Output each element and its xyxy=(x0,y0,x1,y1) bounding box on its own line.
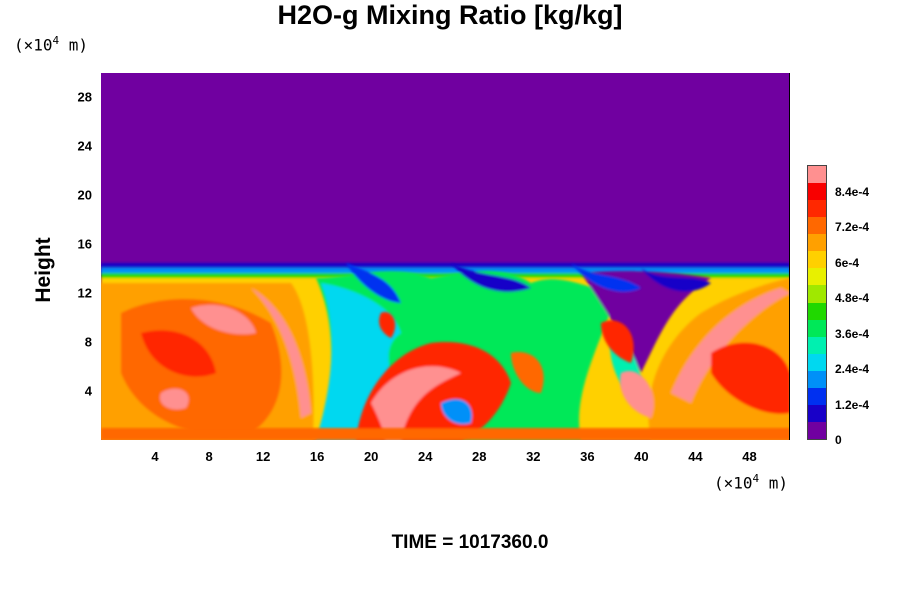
y-tick-label: 12 xyxy=(77,285,92,301)
y-tick-label: 20 xyxy=(77,187,92,203)
x-tick-label: 28 xyxy=(472,449,487,464)
x-tick-label: 48 xyxy=(742,449,757,464)
x-tick-label: 40 xyxy=(634,449,649,464)
y-tick-label: 4 xyxy=(84,383,92,399)
surface-layer xyxy=(101,428,790,440)
colorbar-level xyxy=(808,370,826,388)
colorbar-level xyxy=(808,199,826,218)
colorbar-level xyxy=(808,284,826,303)
x-axis-unit: (×104 m) xyxy=(714,472,789,493)
colorbar-tick-label: 6e-4 xyxy=(835,255,860,270)
heatmap-plot xyxy=(101,73,790,440)
colorbar-level xyxy=(808,233,826,252)
y-tick-label: 24 xyxy=(77,138,92,154)
colorbar-level xyxy=(808,182,826,201)
chart-title: H2O-g Mixing Ratio [kg/kg] xyxy=(277,0,623,30)
y-tick-label: 16 xyxy=(77,236,92,252)
y-tick-label: 28 xyxy=(77,89,92,105)
x-tick-label: 32 xyxy=(526,449,541,464)
y-axis-label: Height xyxy=(32,237,55,303)
x-tick-label: 20 xyxy=(363,449,379,464)
center-moist-cell xyxy=(356,312,544,440)
colorbar-level xyxy=(808,165,826,184)
x-tick-label: 36 xyxy=(580,449,595,464)
colorbar-level xyxy=(808,319,826,337)
y-tick-label: 8 xyxy=(84,334,92,350)
x-tick-label: 8 xyxy=(205,449,213,464)
colorbar-tick-label: 8.4e-4 xyxy=(835,184,870,199)
colorbar-level xyxy=(808,404,826,422)
x-tick-label: 16 xyxy=(309,449,325,464)
colorbar-tick-label: 4.8e-4 xyxy=(835,291,870,306)
colorbar-level xyxy=(808,353,826,371)
colorbar xyxy=(807,165,827,440)
colorbar-tick-label: 1.2e-4 xyxy=(835,397,870,412)
colorbar-level xyxy=(808,387,826,405)
colorbar-level xyxy=(808,250,826,269)
colorbar-level xyxy=(808,336,826,354)
x-tick-label: 4 xyxy=(151,449,159,464)
colorbar-level xyxy=(808,216,826,235)
x-tick-label: 44 xyxy=(688,449,703,464)
y-axis-unit: (×104 m) xyxy=(14,34,89,55)
colorbar-tick-label: 2.4e-4 xyxy=(835,362,870,377)
colorbar-level xyxy=(808,267,826,286)
right-moist-cell xyxy=(601,278,790,440)
colorbar-tick-label: 3.6e-4 xyxy=(835,326,870,341)
colorbar-tick-label: 7.2e-4 xyxy=(835,220,870,235)
time-label: TIME = 1017360.0 xyxy=(391,532,549,553)
left-moist-cell xyxy=(101,283,314,440)
colorbar-level xyxy=(808,302,826,320)
x-tick-label: 24 xyxy=(418,449,433,464)
x-tick-label: 12 xyxy=(255,449,271,464)
colorbar-tick-label: 0 xyxy=(835,433,842,447)
colorbar-level xyxy=(808,421,826,439)
